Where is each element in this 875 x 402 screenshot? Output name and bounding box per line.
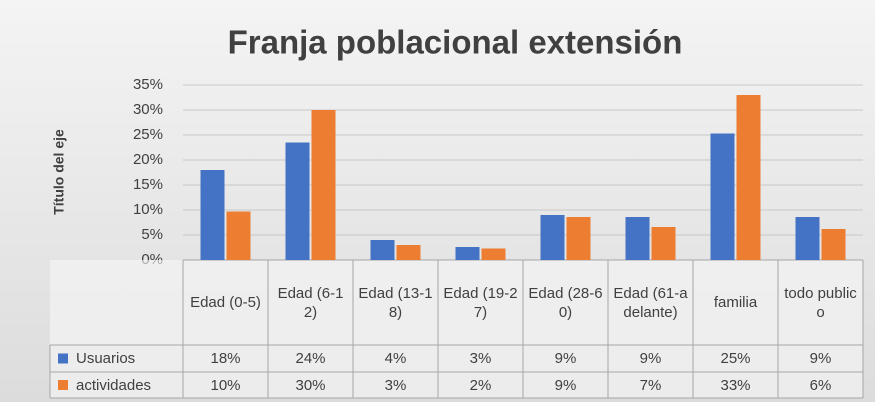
bar — [285, 142, 310, 260]
y-tick-label: 15% — [133, 176, 163, 193]
category-label: Edad (61-adelante) — [613, 284, 688, 321]
legend-label: actividades — [76, 376, 152, 394]
data-table-value: 9% — [809, 350, 832, 367]
y-axis-label: Título del eje — [51, 129, 67, 215]
data-table-value: 25% — [720, 350, 751, 367]
category-label: Edad (13-18) — [358, 284, 433, 321]
data-table-value: 30% — [295, 376, 326, 394]
bar — [370, 240, 395, 260]
data-table-value: 18% — [210, 350, 241, 367]
bar — [481, 248, 506, 260]
bar — [651, 227, 676, 260]
legend-swatch — [58, 380, 68, 390]
bar — [396, 245, 421, 260]
category-label: todo publico — [784, 284, 857, 321]
y-tick-label: 25% — [133, 126, 163, 143]
y-tick-label: 5% — [141, 226, 163, 243]
data-table-value: 9% — [554, 350, 577, 367]
data-table-value: 3% — [384, 376, 407, 394]
y-tick-label: 30% — [133, 101, 163, 118]
bar — [625, 217, 650, 260]
data-table-bg — [50, 260, 863, 398]
bar — [311, 110, 336, 260]
bar — [200, 170, 225, 260]
y-tick-label: 10% — [133, 201, 163, 218]
y-tick-label: 20% — [133, 151, 163, 168]
bar — [736, 95, 761, 260]
data-table-value: 9% — [639, 350, 662, 367]
data-table-value: 3% — [469, 350, 492, 367]
category-label: Edad (6-12) — [277, 284, 344, 321]
category-label: familia — [713, 294, 758, 311]
legend-swatch — [58, 353, 68, 364]
category-label: Edad (19-27) — [443, 284, 518, 321]
bar — [821, 229, 846, 260]
bar — [226, 211, 251, 260]
bar — [455, 247, 480, 260]
data-table-value: 2% — [469, 376, 492, 394]
chart-title: Franja poblacional extensión — [228, 24, 683, 61]
legend-label: Usuarios — [76, 350, 136, 367]
bar — [540, 215, 565, 260]
data-table-value: 33% — [720, 376, 751, 394]
category-label: Edad (0-5) — [190, 294, 261, 311]
y-tick-label: 35% — [133, 76, 163, 93]
data-table-value: 10% — [210, 376, 241, 394]
data-table-value: 9% — [554, 376, 577, 394]
bar — [710, 133, 735, 260]
category-label: Edad (28-60) — [528, 284, 603, 321]
bar — [795, 217, 820, 260]
data-table-value: 6% — [809, 376, 832, 394]
data-table-value: 24% — [295, 350, 326, 367]
bar — [566, 217, 591, 260]
data-table-value: 7% — [639, 376, 662, 394]
data-table-value: 4% — [384, 350, 407, 367]
